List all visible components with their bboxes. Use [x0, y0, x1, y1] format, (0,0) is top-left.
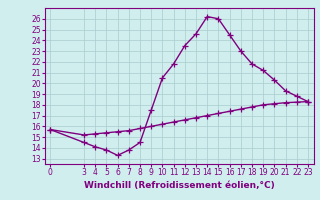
X-axis label: Windchill (Refroidissement éolien,°C): Windchill (Refroidissement éolien,°C): [84, 181, 275, 190]
